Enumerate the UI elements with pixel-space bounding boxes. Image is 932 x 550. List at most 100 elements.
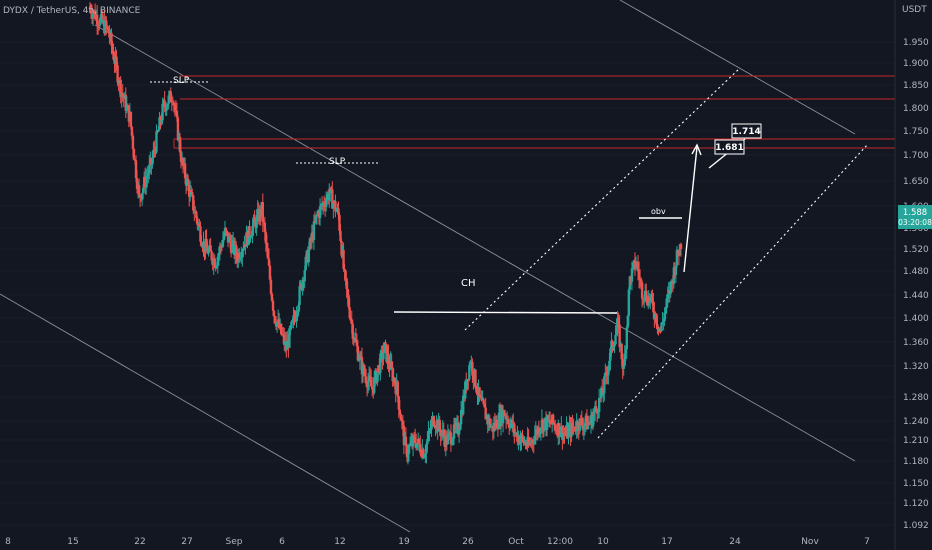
candle-body xyxy=(238,252,241,260)
candle-body xyxy=(264,232,268,244)
candle-body xyxy=(433,424,436,428)
candle-body xyxy=(112,51,115,60)
candle-body xyxy=(605,372,608,375)
candle-body xyxy=(169,91,172,102)
candle-body xyxy=(193,210,196,213)
candle-body xyxy=(398,409,402,415)
price-tick-label: 1.440 xyxy=(903,291,929,301)
channel-line-upper xyxy=(94,24,856,462)
candle-body xyxy=(387,353,390,365)
candle-body xyxy=(406,453,410,458)
candle-body xyxy=(205,238,208,248)
candle-body xyxy=(116,65,119,83)
candle-body xyxy=(324,200,328,208)
candle-body xyxy=(313,221,317,223)
time-tick-label: 27 xyxy=(181,537,192,547)
price-axis[interactable]: 1.9501.9001.8501.8001.7501.7001.6501.600… xyxy=(903,38,929,531)
candle-body xyxy=(652,301,655,313)
candle-body xyxy=(665,298,668,308)
candle-body xyxy=(385,344,388,362)
candle-body xyxy=(545,415,549,430)
candle-body xyxy=(432,416,435,425)
candle-body xyxy=(176,117,180,141)
candle-body xyxy=(345,278,348,289)
candle-body xyxy=(328,193,331,201)
candle-body xyxy=(587,422,591,424)
candle-body xyxy=(173,104,177,111)
candle-body xyxy=(159,117,162,123)
candle-body xyxy=(469,364,472,366)
candle-body xyxy=(124,94,127,111)
candle-body xyxy=(291,320,294,322)
candle-body xyxy=(418,438,421,445)
candle-body xyxy=(248,226,251,238)
candle-body xyxy=(228,236,232,243)
candle-body xyxy=(656,324,659,327)
candle-body xyxy=(484,407,487,420)
candle-body xyxy=(627,289,631,316)
candle-body xyxy=(464,381,467,399)
candle-body xyxy=(307,248,311,263)
ch-label: CH xyxy=(461,278,476,289)
candle-body xyxy=(582,426,586,430)
candle-body xyxy=(558,423,561,437)
candle-body xyxy=(513,423,516,434)
candle-body xyxy=(355,341,359,347)
candle-body xyxy=(356,346,360,361)
candle-body xyxy=(125,105,129,111)
price-tick-label: 1.180 xyxy=(903,457,929,467)
slp-label-1: SLP xyxy=(173,76,190,86)
candle-body xyxy=(141,187,145,194)
candle-body xyxy=(240,256,243,258)
candle-body xyxy=(293,315,296,319)
candle-body xyxy=(370,386,374,390)
candle-body xyxy=(423,457,426,459)
candle-body xyxy=(288,328,291,348)
candle-body xyxy=(609,348,612,361)
candle-body xyxy=(175,110,179,118)
candle-body xyxy=(624,349,627,354)
candle-body xyxy=(315,214,319,216)
candle-body xyxy=(239,257,242,260)
time-tick-label: 19 xyxy=(398,537,410,547)
candle-body xyxy=(611,340,614,349)
candle-body xyxy=(496,428,500,430)
price-tick-label: 1.092 xyxy=(903,521,929,531)
currency-label: USDT xyxy=(902,5,927,15)
symbol-title: DYDX / TetherUS, 4h, BINANCE xyxy=(3,6,141,16)
candle-body xyxy=(146,175,149,179)
candle-body xyxy=(225,230,229,233)
candle-body xyxy=(636,263,640,272)
time-tick-label: 22 xyxy=(134,537,145,547)
candle-body xyxy=(105,20,108,27)
candle-body xyxy=(501,410,505,424)
candle-body xyxy=(468,365,471,380)
candle-body xyxy=(399,414,403,421)
candle-body xyxy=(265,243,269,249)
candle-body xyxy=(174,110,178,112)
candle-body xyxy=(272,310,276,317)
candle-body xyxy=(617,317,620,325)
candle-body xyxy=(218,245,222,253)
candle-body xyxy=(426,439,429,445)
candle-body xyxy=(596,412,600,414)
candle-body xyxy=(621,359,624,369)
candle-body xyxy=(368,375,372,380)
candle-body xyxy=(273,316,277,323)
candle-body xyxy=(562,433,565,440)
candle-body xyxy=(224,228,228,231)
candle-body xyxy=(475,387,478,393)
candle-body xyxy=(521,434,524,439)
candle-body xyxy=(277,319,281,329)
candle-body xyxy=(235,245,238,256)
candle-body xyxy=(376,371,379,383)
price-tick-label: 1.210 xyxy=(903,436,929,446)
candle-body xyxy=(586,422,590,430)
candle-body xyxy=(419,444,422,453)
candle-body xyxy=(129,111,133,127)
candle-body xyxy=(440,433,443,437)
candle-body xyxy=(620,343,623,360)
time-axis[interactable]: 8 15 22 27 Sep 6 12 19 26 Oct 12:00 10 17 24 Nov 7 xyxy=(5,0,896,550)
candle-body xyxy=(91,13,95,18)
